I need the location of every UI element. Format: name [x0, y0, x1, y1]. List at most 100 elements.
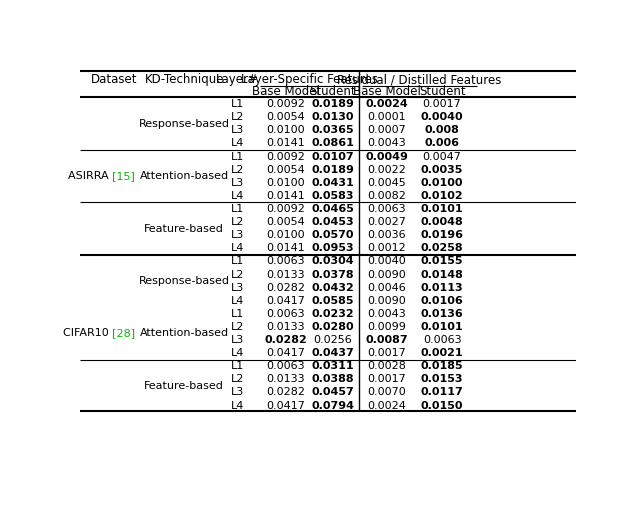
Text: L3: L3: [231, 178, 244, 188]
Text: 0.0141: 0.0141: [266, 139, 305, 148]
Text: 0.0189: 0.0189: [312, 165, 355, 175]
Text: 0.0189: 0.0189: [312, 99, 355, 109]
Text: 0.0136: 0.0136: [420, 309, 463, 319]
Text: L1: L1: [231, 257, 244, 266]
Text: 0.0133: 0.0133: [266, 270, 305, 279]
Text: 0.0049: 0.0049: [365, 151, 408, 162]
Text: 0.0117: 0.0117: [420, 388, 463, 397]
Text: L3: L3: [231, 335, 244, 345]
Text: 0.0054: 0.0054: [266, 165, 305, 175]
Text: 0.0047: 0.0047: [422, 151, 461, 162]
Text: 0.0113: 0.0113: [420, 282, 463, 293]
Text: 0.0027: 0.0027: [367, 217, 406, 227]
Text: Response-based: Response-based: [139, 119, 230, 129]
Text: L1: L1: [231, 204, 244, 214]
Text: 0.0082: 0.0082: [367, 191, 406, 201]
Text: 0.0232: 0.0232: [312, 309, 355, 319]
Text: 0.0953: 0.0953: [312, 243, 355, 253]
Text: 0.0133: 0.0133: [266, 322, 305, 332]
Text: 0.0378: 0.0378: [312, 270, 355, 279]
Text: 0.0035: 0.0035: [421, 165, 463, 175]
Text: 0.0861: 0.0861: [312, 139, 355, 148]
Text: L2: L2: [231, 217, 244, 227]
Text: 0.0258: 0.0258: [420, 243, 463, 253]
Text: Base Model: Base Model: [353, 85, 420, 98]
Text: 0.0141: 0.0141: [266, 191, 305, 201]
Text: Dataset: Dataset: [90, 73, 137, 86]
Text: 0.0107: 0.0107: [312, 151, 355, 162]
Text: L4: L4: [231, 400, 244, 410]
Text: 0.0001: 0.0001: [367, 112, 406, 122]
Text: 0.0054: 0.0054: [266, 217, 305, 227]
Text: 0.0090: 0.0090: [367, 296, 406, 306]
Text: 0.0365: 0.0365: [312, 125, 355, 135]
Text: 0.0017: 0.0017: [367, 348, 406, 358]
Text: L1: L1: [231, 151, 244, 162]
Text: 0.0465: 0.0465: [312, 204, 355, 214]
Text: 0.0101: 0.0101: [420, 322, 463, 332]
Text: 0.006: 0.006: [424, 139, 460, 148]
Text: 0.0141: 0.0141: [266, 243, 305, 253]
Text: 0.0585: 0.0585: [312, 296, 354, 306]
Text: 0.0153: 0.0153: [421, 374, 463, 385]
Text: CIFAR10: CIFAR10: [63, 329, 112, 338]
Text: [28]: [28]: [112, 329, 136, 338]
Text: Feature-based: Feature-based: [144, 381, 224, 391]
Text: 0.008: 0.008: [425, 125, 460, 135]
Text: Attention-based: Attention-based: [140, 171, 228, 181]
Text: 0.0092: 0.0092: [266, 99, 305, 109]
Text: L3: L3: [231, 125, 244, 135]
Text: 0.0196: 0.0196: [420, 230, 463, 240]
Text: 0.0432: 0.0432: [312, 282, 355, 293]
Text: 0.0017: 0.0017: [367, 374, 406, 385]
Text: L2: L2: [231, 165, 244, 175]
Text: 0.0282: 0.0282: [266, 388, 305, 397]
Text: 0.0007: 0.0007: [367, 125, 406, 135]
Text: 0.0100: 0.0100: [266, 230, 305, 240]
Text: 0.0048: 0.0048: [420, 217, 463, 227]
Text: [15]: [15]: [112, 171, 135, 181]
Text: L1: L1: [231, 99, 244, 109]
Text: 0.0092: 0.0092: [266, 204, 305, 214]
Text: 0.0012: 0.0012: [367, 243, 406, 253]
Text: 0.0046: 0.0046: [367, 282, 406, 293]
Text: 0.0106: 0.0106: [420, 296, 463, 306]
Text: L2: L2: [231, 112, 244, 122]
Text: 0.0063: 0.0063: [266, 309, 305, 319]
Text: 0.0063: 0.0063: [367, 204, 406, 214]
Text: 0.0036: 0.0036: [367, 230, 406, 240]
Text: 0.0040: 0.0040: [420, 112, 463, 122]
Text: 0.0280: 0.0280: [312, 322, 355, 332]
Text: 0.0087: 0.0087: [365, 335, 408, 345]
Text: 0.0794: 0.0794: [312, 400, 355, 410]
Text: 0.0148: 0.0148: [420, 270, 463, 279]
Text: L3: L3: [231, 230, 244, 240]
Text: 0.0100: 0.0100: [266, 178, 305, 188]
Text: Feature-based: Feature-based: [144, 224, 224, 234]
Text: 0.0282: 0.0282: [266, 282, 305, 293]
Text: 0.0045: 0.0045: [367, 178, 406, 188]
Text: 0.0063: 0.0063: [423, 335, 461, 345]
Text: 0.0570: 0.0570: [312, 230, 354, 240]
Text: 0.0282: 0.0282: [264, 335, 307, 345]
Text: 0.0099: 0.0099: [367, 322, 406, 332]
Text: Student: Student: [310, 85, 356, 98]
Text: 0.0043: 0.0043: [367, 309, 406, 319]
Text: L2: L2: [231, 374, 244, 385]
Text: Layer#: Layer#: [216, 73, 259, 86]
Text: KD-Technique: KD-Technique: [145, 73, 224, 86]
Text: 0.0133: 0.0133: [266, 374, 305, 385]
Text: 0.0417: 0.0417: [266, 348, 305, 358]
Text: L3: L3: [231, 282, 244, 293]
Text: Layer-Specific Features: Layer-Specific Features: [241, 73, 378, 86]
Text: L4: L4: [231, 139, 244, 148]
Text: 0.0431: 0.0431: [312, 178, 355, 188]
Text: Base Model: Base Model: [252, 85, 320, 98]
Text: 0.0028: 0.0028: [367, 361, 406, 371]
Text: 0.0150: 0.0150: [421, 400, 463, 410]
Text: L3: L3: [231, 388, 244, 397]
Text: 0.0070: 0.0070: [367, 388, 406, 397]
Text: L2: L2: [231, 322, 244, 332]
Text: 0.0130: 0.0130: [312, 112, 354, 122]
Text: 0.0388: 0.0388: [312, 374, 355, 385]
